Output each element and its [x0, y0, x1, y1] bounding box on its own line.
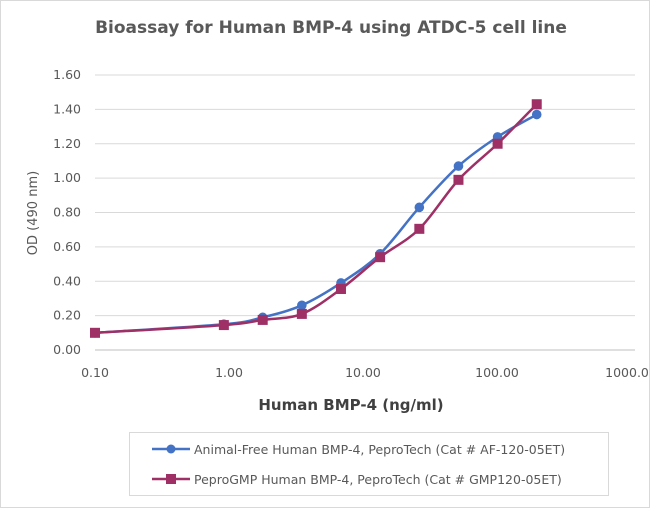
- data-point: [375, 252, 386, 263]
- x-tick-label: 1000.00: [605, 365, 650, 380]
- y-tick-label: 0.80: [53, 205, 81, 220]
- data-point: [453, 174, 464, 185]
- x-ticks: 0.10 1.00 10.00 100.00 1000.00: [81, 365, 650, 380]
- legend-label: Animal-Free Human BMP-4, PeproTech (Cat …: [194, 441, 566, 457]
- data-point: [531, 109, 542, 120]
- data-point: [297, 300, 307, 311]
- x-axis-label: Human BMP-4 (ng/ml): [258, 396, 443, 414]
- data-point: [453, 161, 464, 171]
- series-group: [90, 99, 542, 338]
- y-ticks: 0.00 0.20 0.40 0.60 0.80 1.00 1.20 1.40 1.60: [53, 67, 81, 357]
- data-point: [492, 138, 503, 149]
- x-tick-label: 1.00: [215, 365, 243, 380]
- data-point: [414, 202, 425, 213]
- x-tick-label: 10.00: [345, 365, 381, 380]
- chart-title: Bioassay for Human BMP-4 using ATDC-5 ce…: [95, 18, 567, 38]
- legend-item-animal-free: Animal-Free Human BMP-4, PeproTech (Cat …: [152, 439, 565, 459]
- y-tick-label: 1.20: [53, 136, 81, 151]
- data-point: [531, 99, 542, 110]
- circle-marker-icon: [152, 444, 190, 454]
- data-point: [335, 283, 346, 294]
- series-line: [94, 113, 538, 335]
- y-axis-label: OD (490 nm): [26, 171, 41, 255]
- y-tick-label: 0.60: [53, 239, 81, 254]
- y-tick-label: 1.40: [53, 101, 81, 116]
- data-point: [257, 314, 268, 325]
- data-point: [414, 223, 425, 234]
- legend: Animal-Free Human BMP-4, PeproTech (Cat …: [129, 432, 609, 496]
- data-point: [296, 308, 307, 319]
- x-tick-label: 0.10: [81, 365, 109, 380]
- x-tick-label: 100.00: [475, 365, 519, 380]
- y-tick-label: 1.00: [53, 170, 81, 185]
- y-tick-label: 0.00: [53, 342, 81, 357]
- square-marker-icon: [152, 474, 190, 484]
- legend-item-peprogmp: PeproGMP Human BMP-4, PeproTech (Cat # G…: [152, 469, 562, 489]
- data-point: [218, 320, 229, 331]
- legend-label: PeproGMP Human BMP-4, PeproTech (Cat # G…: [194, 471, 562, 487]
- series-1: [90, 99, 542, 338]
- y-tick-label: 0.20: [53, 308, 81, 323]
- series-line: [94, 103, 538, 335]
- gridlines: [95, 74, 635, 351]
- y-tick-label: 0.40: [53, 273, 81, 288]
- y-tick-label: 1.60: [53, 67, 81, 82]
- data-point: [90, 327, 100, 338]
